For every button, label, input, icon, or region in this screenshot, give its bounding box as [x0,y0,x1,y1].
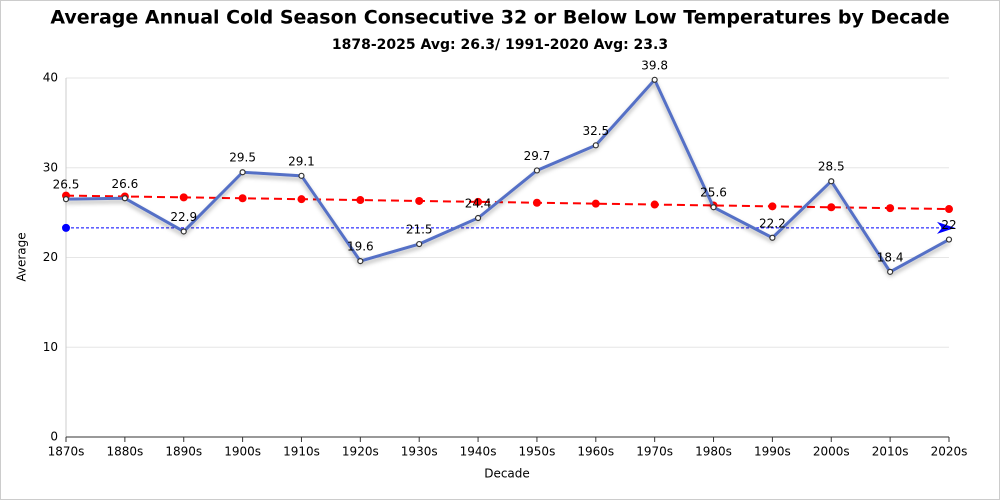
y-tick-label: 0 [50,430,58,444]
trend-point [179,193,188,202]
data-point [474,214,482,222]
trend-point [474,197,483,206]
y-tick-label: 10 [43,340,58,354]
x-axis-label: Decade [484,467,530,481]
data-label: 29.7 [524,149,551,163]
x-tick-label: 1980s [695,445,732,459]
trend-point [827,203,836,212]
data-point [239,169,246,176]
data-point [769,234,776,241]
trend-point [591,199,600,208]
data-point [945,236,953,243]
x-tick-label: 1990s [754,445,791,459]
data-point [887,268,894,275]
data-point [357,257,364,265]
trend-point [768,202,777,211]
data-label: 19.6 [347,240,374,254]
data-point [298,172,305,179]
x-tick-label: 1940s [460,445,497,459]
trend-line [65,194,950,211]
x-tick-label: 1900s [224,445,261,459]
x-tick-label: 1950s [519,445,556,459]
y-tick-label: 30 [43,160,58,174]
data-point [121,195,128,202]
x-tick-label: 1870s [48,445,85,459]
x-tick-label: 1910s [283,445,320,459]
data-label: 28.5 [818,160,845,174]
trend-point [532,198,541,207]
y-tick-label: 40 [43,71,58,85]
data-label: 22 [941,218,956,232]
reference-start [62,223,70,232]
reference-arrow [937,221,955,234]
data-line [65,77,950,274]
x-tick-label: 1920s [342,445,379,459]
x-tick-label: 1890s [165,445,202,459]
y-tick-label: 20 [43,250,58,264]
x-tick-label: 1930s [401,445,438,459]
data-label: 32.5 [582,124,609,138]
x-tick-label: 1970s [636,445,673,459]
data-label: 22.9 [170,210,197,224]
trend-point [650,200,659,209]
trend-point [886,204,895,213]
data-point [416,240,423,248]
trend-point [297,195,306,204]
x-tick-label: 2000s [813,445,850,459]
data-label: 29.5 [229,151,256,165]
data-point [710,204,717,211]
data-label: 39.8 [641,58,668,72]
chart-title: Average Annual Cold Season Consecutive 3… [50,7,949,29]
y-axis-label: Average [15,232,29,281]
data-label: 18.4 [877,250,904,264]
x-tick-label: 1880s [106,445,143,459]
trend-point [238,194,247,203]
data-point [651,76,658,83]
data-point [828,178,835,185]
x-tick-label: 2010s [872,445,909,459]
data-label: 21.5 [406,223,433,237]
data-label: 22.2 [759,216,786,230]
trend-point [945,205,953,214]
data-label: 26.6 [112,177,139,191]
data-point [533,167,541,174]
data-label: 24.4 [465,197,492,211]
chart-subtitle: 1878-2025 Avg: 26.3/ 1991-2020 Avg: 23.3 [332,37,668,53]
data-label: 25.6 [700,186,727,200]
x-tick-label: 2020s [931,445,968,459]
data-point [62,196,70,203]
data-label: 26.5 [53,178,80,192]
trend-point [356,196,365,205]
x-tick-label: 1960s [577,445,614,459]
data-point [592,142,599,149]
trend-point [415,196,424,205]
data-point [180,228,187,235]
data-label: 29.1 [288,154,315,168]
